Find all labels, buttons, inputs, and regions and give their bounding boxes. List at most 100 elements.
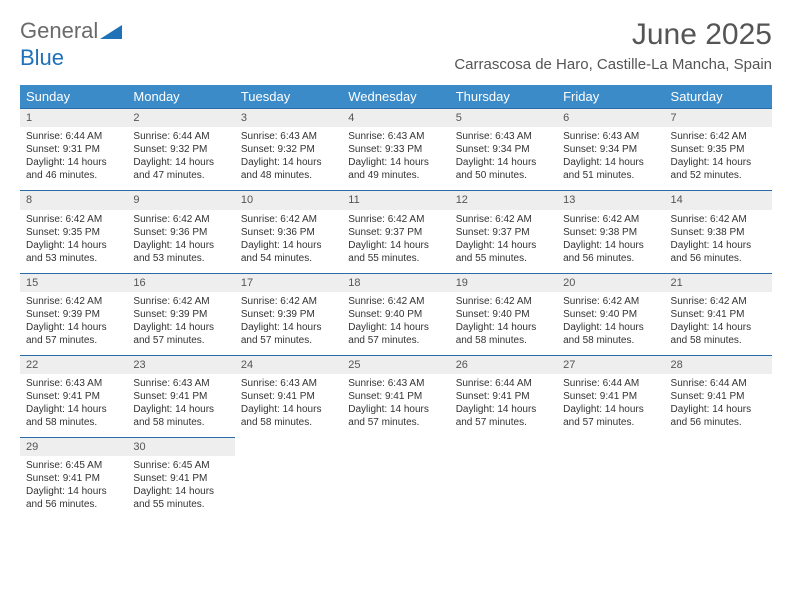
calendar-cell: 20Sunrise: 6:42 AMSunset: 9:40 PMDayligh…: [557, 273, 664, 355]
calendar-cell: 5Sunrise: 6:43 AMSunset: 9:34 PMDaylight…: [450, 108, 557, 190]
sunset-text: Sunset: 9:31 PM: [26, 143, 121, 156]
sunset-text: Sunset: 9:34 PM: [456, 143, 551, 156]
sunrise-text: Sunrise: 6:45 AM: [133, 459, 228, 472]
daylight-text: Daylight: 14 hours and 58 minutes.: [241, 403, 336, 429]
day-number: 10: [235, 190, 342, 209]
daylight-text: Daylight: 14 hours and 58 minutes.: [563, 321, 658, 347]
day-number: 14: [665, 190, 772, 209]
daylight-text: Daylight: 14 hours and 55 minutes.: [456, 239, 551, 265]
calendar-cell: 25Sunrise: 6:43 AMSunset: 9:41 PMDayligh…: [342, 355, 449, 437]
daylight-text: Daylight: 14 hours and 58 minutes.: [456, 321, 551, 347]
daylight-text: Daylight: 14 hours and 57 minutes.: [563, 403, 658, 429]
calendar-cell: [342, 437, 449, 519]
daylight-text: Daylight: 14 hours and 56 minutes.: [563, 239, 658, 265]
calendar-cell: 1Sunrise: 6:44 AMSunset: 9:31 PMDaylight…: [20, 108, 127, 190]
day-body: Sunrise: 6:42 AMSunset: 9:38 PMDaylight:…: [665, 210, 772, 273]
sunrise-text: Sunrise: 6:42 AM: [563, 213, 658, 226]
day-number: [450, 437, 557, 441]
sunrise-text: Sunrise: 6:44 AM: [133, 130, 228, 143]
calendar-cell: 29Sunrise: 6:45 AMSunset: 9:41 PMDayligh…: [20, 437, 127, 519]
calendar-cell: 27Sunrise: 6:44 AMSunset: 9:41 PMDayligh…: [557, 355, 664, 437]
sunrise-text: Sunrise: 6:42 AM: [456, 295, 551, 308]
day-number: 13: [557, 190, 664, 209]
day-body: Sunrise: 6:43 AMSunset: 9:41 PMDaylight:…: [127, 374, 234, 437]
calendar-row: 15Sunrise: 6:42 AMSunset: 9:39 PMDayligh…: [20, 273, 772, 355]
sunrise-text: Sunrise: 6:43 AM: [133, 377, 228, 390]
sunset-text: Sunset: 9:36 PM: [241, 226, 336, 239]
sunrise-text: Sunrise: 6:42 AM: [26, 295, 121, 308]
sunrise-text: Sunrise: 6:42 AM: [671, 295, 766, 308]
daylight-text: Daylight: 14 hours and 53 minutes.: [26, 239, 121, 265]
day-body: Sunrise: 6:44 AMSunset: 9:32 PMDaylight:…: [127, 127, 234, 190]
day-number: [665, 437, 772, 441]
sunrise-text: Sunrise: 6:43 AM: [348, 377, 443, 390]
calendar-cell: 7Sunrise: 6:42 AMSunset: 9:35 PMDaylight…: [665, 108, 772, 190]
day-number: [557, 437, 664, 441]
day-number: 23: [127, 355, 234, 374]
day-body: Sunrise: 6:44 AMSunset: 9:31 PMDaylight:…: [20, 127, 127, 190]
calendar-cell: [235, 437, 342, 519]
daylight-text: Daylight: 14 hours and 47 minutes.: [133, 156, 228, 182]
calendar-cell: 2Sunrise: 6:44 AMSunset: 9:32 PMDaylight…: [127, 108, 234, 190]
sunset-text: Sunset: 9:41 PM: [241, 390, 336, 403]
sunrise-text: Sunrise: 6:42 AM: [456, 213, 551, 226]
day-header: Thursday: [450, 85, 557, 108]
calendar-cell: 30Sunrise: 6:45 AMSunset: 9:41 PMDayligh…: [127, 437, 234, 519]
sunrise-text: Sunrise: 6:42 AM: [241, 295, 336, 308]
logo-triangle-icon: [100, 19, 122, 45]
day-number: 16: [127, 273, 234, 292]
sunset-text: Sunset: 9:37 PM: [456, 226, 551, 239]
calendar-cell: 16Sunrise: 6:42 AMSunset: 9:39 PMDayligh…: [127, 273, 234, 355]
sunset-text: Sunset: 9:41 PM: [133, 390, 228, 403]
day-number: 11: [342, 190, 449, 209]
day-number: 18: [342, 273, 449, 292]
sunrise-text: Sunrise: 6:42 AM: [671, 213, 766, 226]
calendar-row: 22Sunrise: 6:43 AMSunset: 9:41 PMDayligh…: [20, 355, 772, 437]
daylight-text: Daylight: 14 hours and 56 minutes.: [671, 239, 766, 265]
calendar-cell: 17Sunrise: 6:42 AMSunset: 9:39 PMDayligh…: [235, 273, 342, 355]
calendar-cell: 12Sunrise: 6:42 AMSunset: 9:37 PMDayligh…: [450, 190, 557, 272]
day-body: Sunrise: 6:43 AMSunset: 9:32 PMDaylight:…: [235, 127, 342, 190]
sunrise-text: Sunrise: 6:43 AM: [348, 130, 443, 143]
sunset-text: Sunset: 9:40 PM: [456, 308, 551, 321]
day-body: Sunrise: 6:42 AMSunset: 9:39 PMDaylight:…: [127, 292, 234, 355]
sunset-text: Sunset: 9:32 PM: [133, 143, 228, 156]
day-body: Sunrise: 6:45 AMSunset: 9:41 PMDaylight:…: [20, 456, 127, 519]
daylight-text: Daylight: 14 hours and 55 minutes.: [348, 239, 443, 265]
sunset-text: Sunset: 9:34 PM: [563, 143, 658, 156]
calendar-cell: 26Sunrise: 6:44 AMSunset: 9:41 PMDayligh…: [450, 355, 557, 437]
day-number: 27: [557, 355, 664, 374]
sunset-text: Sunset: 9:33 PM: [348, 143, 443, 156]
daylight-text: Daylight: 14 hours and 55 minutes.: [133, 485, 228, 511]
calendar-cell: 14Sunrise: 6:42 AMSunset: 9:38 PMDayligh…: [665, 190, 772, 272]
sunrise-text: Sunrise: 6:44 AM: [563, 377, 658, 390]
sunset-text: Sunset: 9:39 PM: [133, 308, 228, 321]
day-number: 22: [20, 355, 127, 374]
sunrise-text: Sunrise: 6:42 AM: [348, 295, 443, 308]
calendar-cell: [665, 437, 772, 519]
day-number: 21: [665, 273, 772, 292]
day-number: 25: [342, 355, 449, 374]
day-number: 17: [235, 273, 342, 292]
calendar-cell: 4Sunrise: 6:43 AMSunset: 9:33 PMDaylight…: [342, 108, 449, 190]
sunrise-text: Sunrise: 6:42 AM: [671, 130, 766, 143]
sunset-text: Sunset: 9:41 PM: [26, 472, 121, 485]
calendar-cell: 9Sunrise: 6:42 AMSunset: 9:36 PMDaylight…: [127, 190, 234, 272]
day-body: Sunrise: 6:42 AMSunset: 9:37 PMDaylight:…: [342, 210, 449, 273]
sunset-text: Sunset: 9:40 PM: [563, 308, 658, 321]
sunset-text: Sunset: 9:40 PM: [348, 308, 443, 321]
day-body: Sunrise: 6:42 AMSunset: 9:36 PMDaylight:…: [235, 210, 342, 273]
daylight-text: Daylight: 14 hours and 57 minutes.: [456, 403, 551, 429]
calendar-cell: 10Sunrise: 6:42 AMSunset: 9:36 PMDayligh…: [235, 190, 342, 272]
sunset-text: Sunset: 9:39 PM: [241, 308, 336, 321]
sunset-text: Sunset: 9:37 PM: [348, 226, 443, 239]
logo-text-gray: General: [20, 18, 98, 43]
calendar-cell: 13Sunrise: 6:42 AMSunset: 9:38 PMDayligh…: [557, 190, 664, 272]
day-body: Sunrise: 6:42 AMSunset: 9:39 PMDaylight:…: [20, 292, 127, 355]
daylight-text: Daylight: 14 hours and 58 minutes.: [671, 321, 766, 347]
calendar-row: 1Sunrise: 6:44 AMSunset: 9:31 PMDaylight…: [20, 108, 772, 190]
day-body: Sunrise: 6:44 AMSunset: 9:41 PMDaylight:…: [450, 374, 557, 437]
day-body: Sunrise: 6:43 AMSunset: 9:41 PMDaylight:…: [20, 374, 127, 437]
day-body: Sunrise: 6:42 AMSunset: 9:35 PMDaylight:…: [20, 210, 127, 273]
sunset-text: Sunset: 9:39 PM: [26, 308, 121, 321]
